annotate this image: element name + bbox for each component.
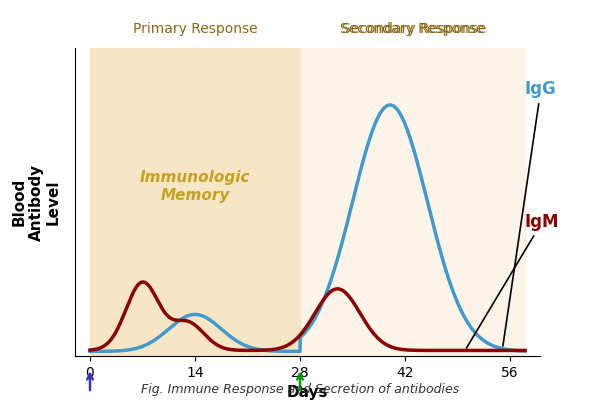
Text: Secondary Response: Secondary Response bbox=[340, 22, 485, 36]
Text: Immunologic
Memory: Immunologic Memory bbox=[140, 170, 250, 203]
Bar bbox=[90, 48, 300, 356]
Text: IgG: IgG bbox=[503, 80, 557, 346]
Text: Fig. Immune Response and Secretion of antibodies: Fig. Immune Response and Secretion of an… bbox=[141, 383, 459, 396]
Text: Secondary Response: Secondary Response bbox=[342, 22, 487, 36]
Text: IgM: IgM bbox=[466, 213, 560, 348]
Y-axis label: Blood
Antibody
Level: Blood Antibody Level bbox=[11, 164, 61, 240]
X-axis label: Days: Days bbox=[287, 385, 328, 400]
Text: Primary Response: Primary Response bbox=[133, 22, 257, 36]
Bar bbox=[300, 48, 525, 356]
